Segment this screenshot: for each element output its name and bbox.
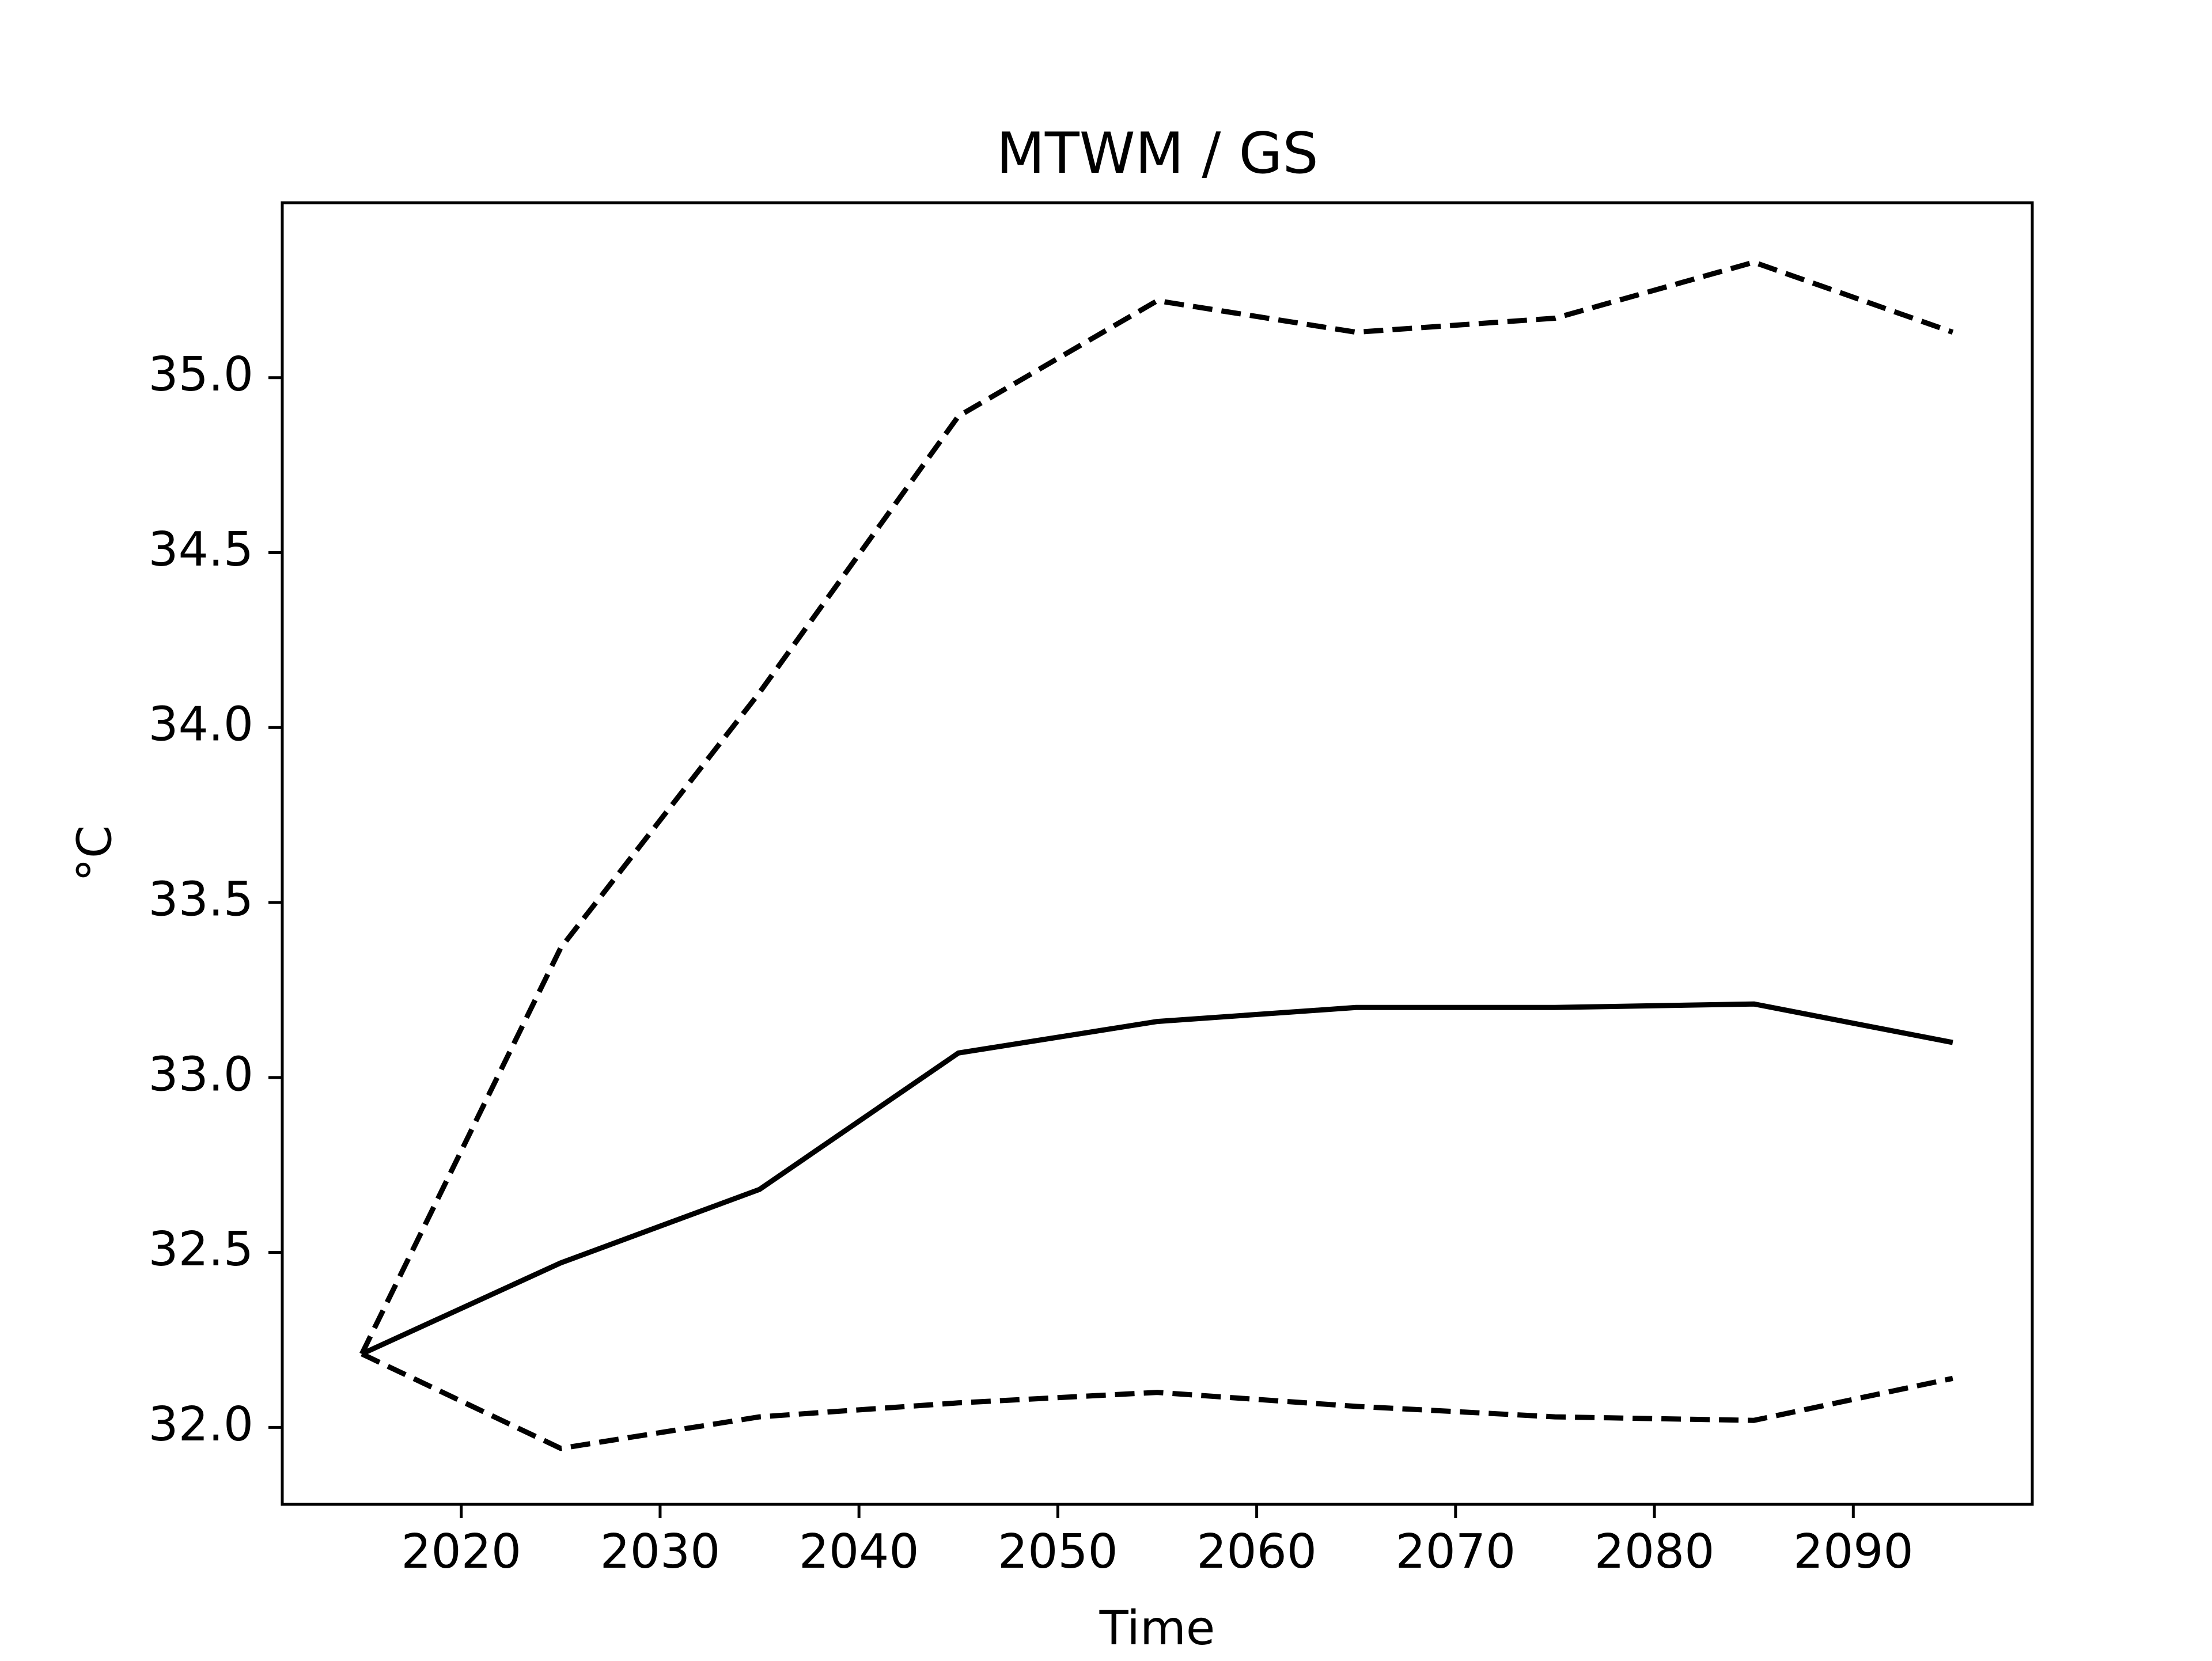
y-tick-label: 32.5 [148, 1222, 253, 1277]
plot-frame [281, 201, 2034, 1506]
y-tick-label: 34.5 [148, 522, 253, 577]
x-tick-label: 2040 [799, 1525, 919, 1579]
y-tick-label: 33.5 [148, 873, 253, 927]
x-tick-label: 2020 [401, 1525, 521, 1579]
y-tick-label: 33.0 [148, 1047, 253, 1102]
y-tick-label: 32.0 [148, 1397, 253, 1452]
x-tick-label: 2060 [1196, 1525, 1317, 1579]
lower-bound-series-line [361, 1351, 1953, 1451]
chart-title: MTWM / GS [996, 121, 1318, 187]
x-tick-label: 2090 [1793, 1525, 1914, 1579]
x-tick-label: 2080 [1594, 1525, 1715, 1579]
y-tick-label: 34.0 [148, 697, 253, 752]
y-tick-label: 35.0 [148, 347, 253, 402]
x-axis-label: Time [1099, 1601, 1215, 1656]
x-tick-label: 2050 [998, 1525, 1118, 1579]
median-series-line [361, 1001, 1953, 1356]
y-axis-label: °C [67, 825, 122, 882]
x-tick-label: 2070 [1395, 1525, 1516, 1579]
x-tick-label: 2030 [600, 1525, 721, 1579]
upper-bound-series-line [359, 259, 1954, 1355]
